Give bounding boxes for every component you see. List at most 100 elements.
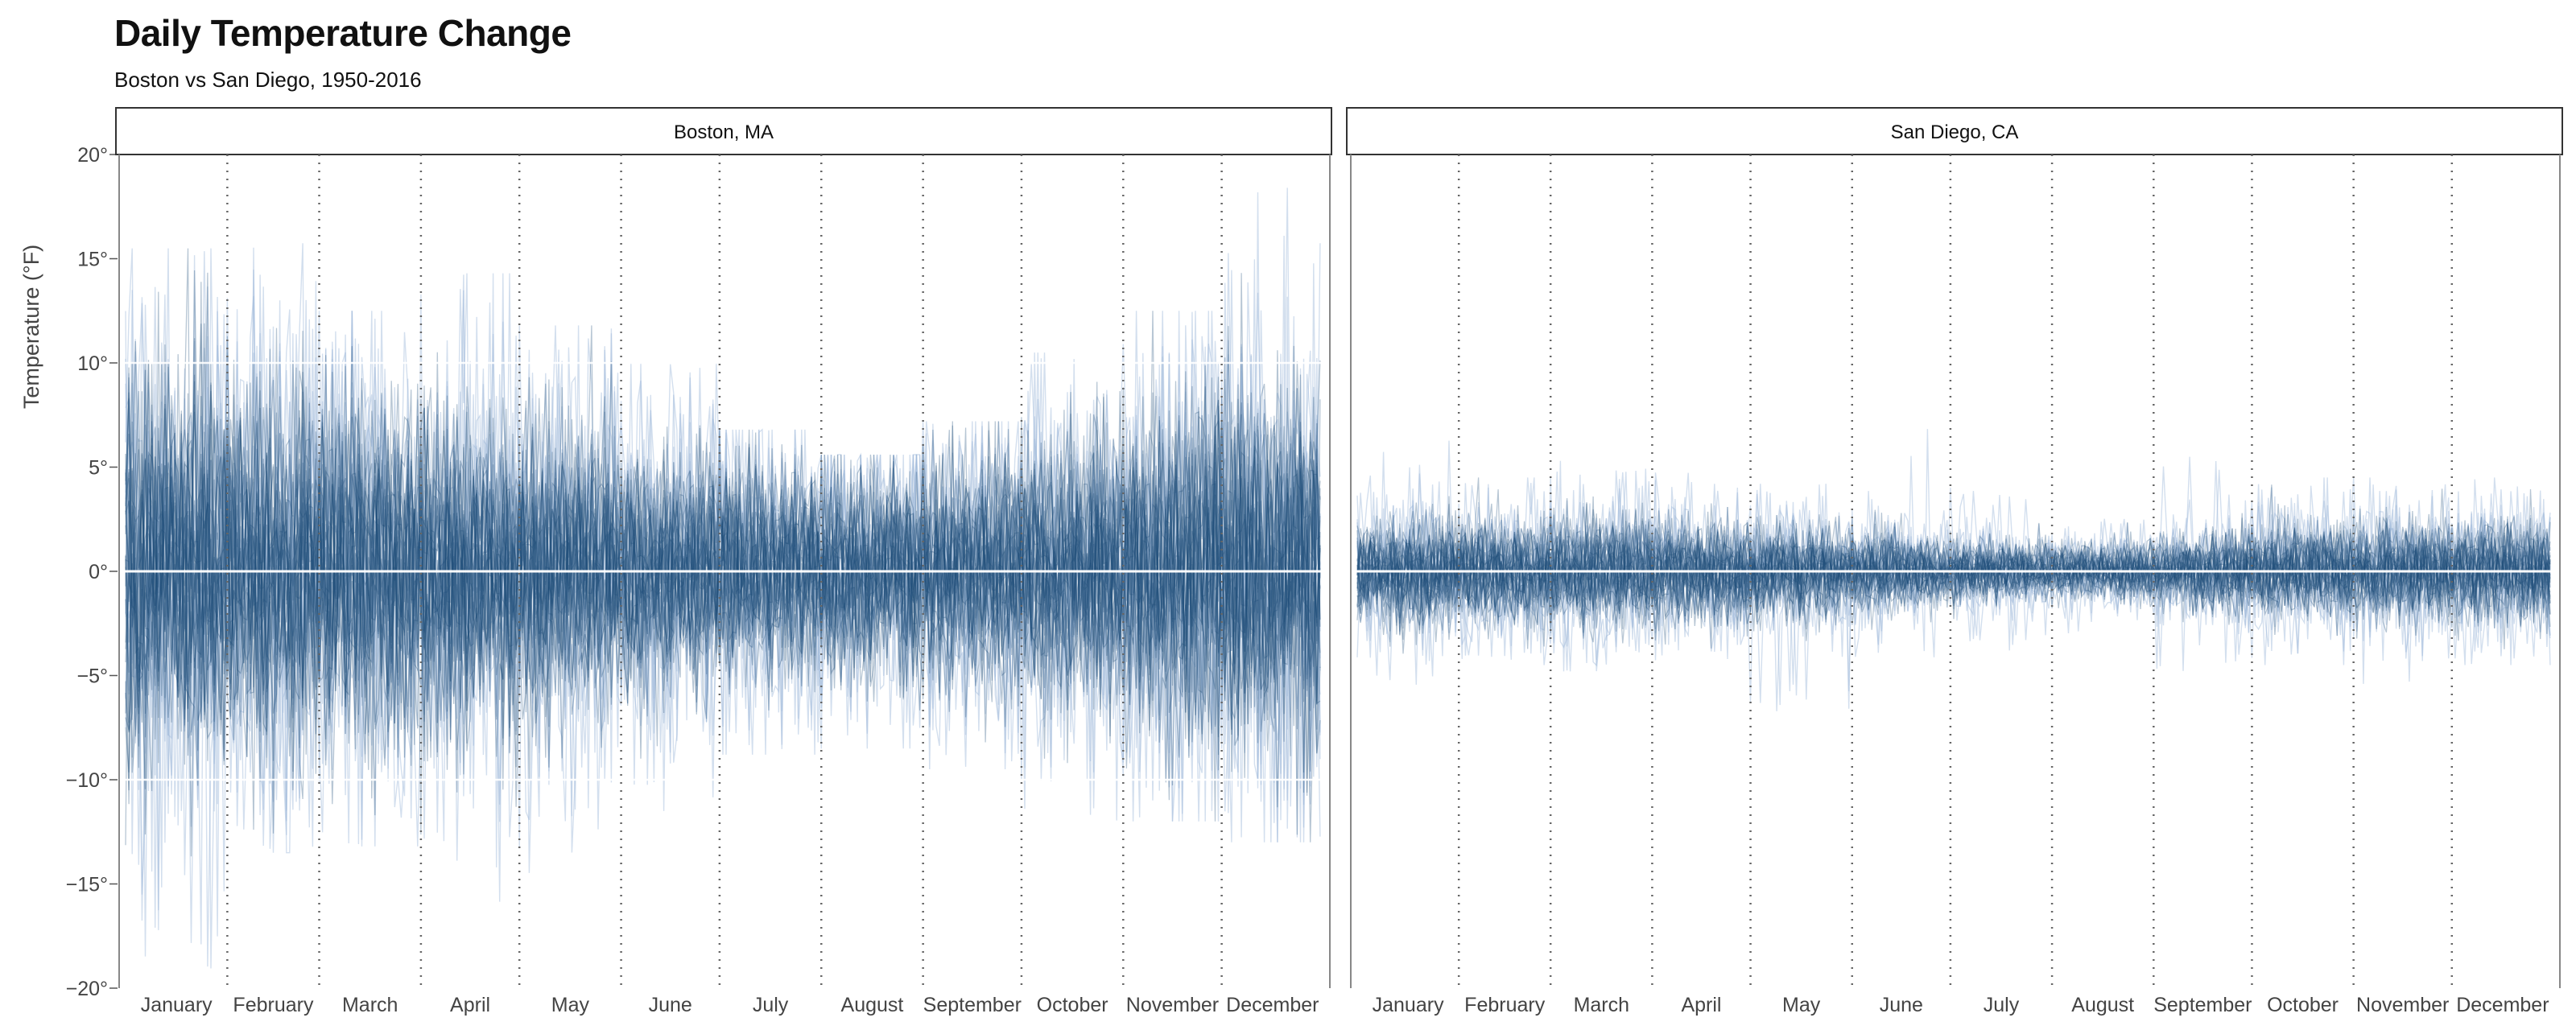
month-label: November (1126, 994, 1219, 1016)
y-tick-label: 15° (77, 249, 108, 271)
month-label: October (2267, 994, 2339, 1016)
series-line (125, 362, 1321, 783)
series-line (125, 344, 1321, 830)
series-line (125, 363, 1321, 793)
series-line (1356, 513, 2551, 627)
series-line (1356, 506, 2551, 647)
series-line (125, 263, 1321, 872)
month-label: March (342, 994, 398, 1016)
series-line (125, 311, 1321, 943)
month-label: January (1373, 994, 1444, 1016)
series-line (125, 354, 1321, 835)
series-line (1356, 468, 2551, 692)
month-label: November (2356, 994, 2449, 1016)
series-line (125, 187, 1321, 957)
y-tick-label: 5° (89, 457, 108, 480)
series-line (125, 282, 1321, 799)
series-line (1356, 507, 2551, 632)
month-label: April (450, 994, 490, 1016)
series-line (1356, 496, 2551, 627)
month-label: April (1681, 994, 1721, 1016)
series-line (125, 352, 1321, 843)
month-label: September (2153, 994, 2252, 1016)
month-label: July (1984, 994, 2020, 1016)
series-line (1356, 502, 2551, 641)
facet-header (1346, 107, 2563, 155)
y-tick-label: −20° (66, 978, 108, 1000)
series-line (1356, 489, 2551, 645)
series-line (125, 360, 1321, 759)
series-line (125, 381, 1321, 807)
month-label: February (233, 994, 314, 1016)
series-traces (1356, 429, 2551, 711)
series-line (1356, 510, 2551, 637)
y-axis-label: Temperature (°F) (19, 245, 43, 409)
month-label: February (1464, 994, 1546, 1016)
y-axis: −20° −15° −10° −5° 0° 5° 10° 15° 20° Temperature … (19, 144, 118, 1000)
facet-panel: Boston, MA January February March April May Ju… (115, 107, 1332, 1016)
month-label: March (1574, 994, 1629, 1016)
series-line (1356, 514, 2551, 624)
series-line (125, 247, 1321, 839)
series-line (1356, 510, 2551, 649)
y-tick-label: −15° (66, 874, 108, 896)
chart-subtitle: Boston vs San Diego, 1950-2016 (114, 68, 422, 92)
series-line (125, 323, 1321, 793)
series-line (1356, 502, 2551, 636)
y-tick-label: −5° (76, 665, 108, 688)
series-line (125, 362, 1321, 770)
month-label: May (551, 994, 590, 1016)
month-label: December (2456, 994, 2549, 1016)
series-line (1356, 470, 2551, 658)
series-line (125, 360, 1321, 835)
month-label: August (2071, 994, 2134, 1016)
series-line (125, 381, 1321, 822)
facet-label: Boston, MA (674, 122, 774, 143)
series-line (1356, 513, 2551, 624)
series-line (1356, 484, 2551, 665)
series-line (125, 251, 1321, 849)
series-line (125, 346, 1321, 801)
series-line (125, 331, 1321, 835)
series-line (1356, 496, 2551, 649)
series-line (125, 396, 1321, 790)
y-tick-label: 0° (89, 561, 108, 583)
series-line (1356, 505, 2551, 637)
series-line (125, 311, 1321, 805)
series-line (125, 300, 1321, 911)
series-line (125, 253, 1321, 969)
series-line (1356, 472, 2551, 696)
facet-panel: San Diego, CA January February March April Ma… (1346, 107, 2563, 1016)
series-line (125, 286, 1321, 853)
facet-header (115, 107, 1332, 155)
series-line (125, 248, 1321, 800)
series-line (125, 291, 1321, 796)
facet-label: San Diego, CA (1891, 122, 2019, 143)
series-line (1356, 488, 2551, 634)
series-line (125, 274, 1321, 937)
month-label: June (1880, 994, 1923, 1016)
series-line (125, 235, 1321, 829)
series-line (1356, 429, 2551, 709)
series-line (125, 273, 1321, 816)
series-line (125, 311, 1321, 967)
month-label: January (141, 994, 213, 1016)
series-line (1356, 476, 2551, 711)
series-line (125, 270, 1321, 743)
series-line (1356, 472, 2551, 702)
series-line (1356, 451, 2551, 685)
series-line (1356, 509, 2551, 639)
month-label: August (841, 994, 904, 1016)
series-line (1356, 455, 2551, 684)
series-line (1356, 511, 2551, 641)
series-line (1356, 440, 2551, 671)
series-line (125, 325, 1321, 834)
series-line (1356, 503, 2551, 640)
series-line (125, 248, 1321, 945)
month-label: May (1782, 994, 1821, 1016)
month-label: September (923, 994, 1022, 1016)
y-tick-label: −10° (66, 769, 108, 792)
month-label: June (649, 994, 692, 1016)
series-line (125, 272, 1321, 846)
